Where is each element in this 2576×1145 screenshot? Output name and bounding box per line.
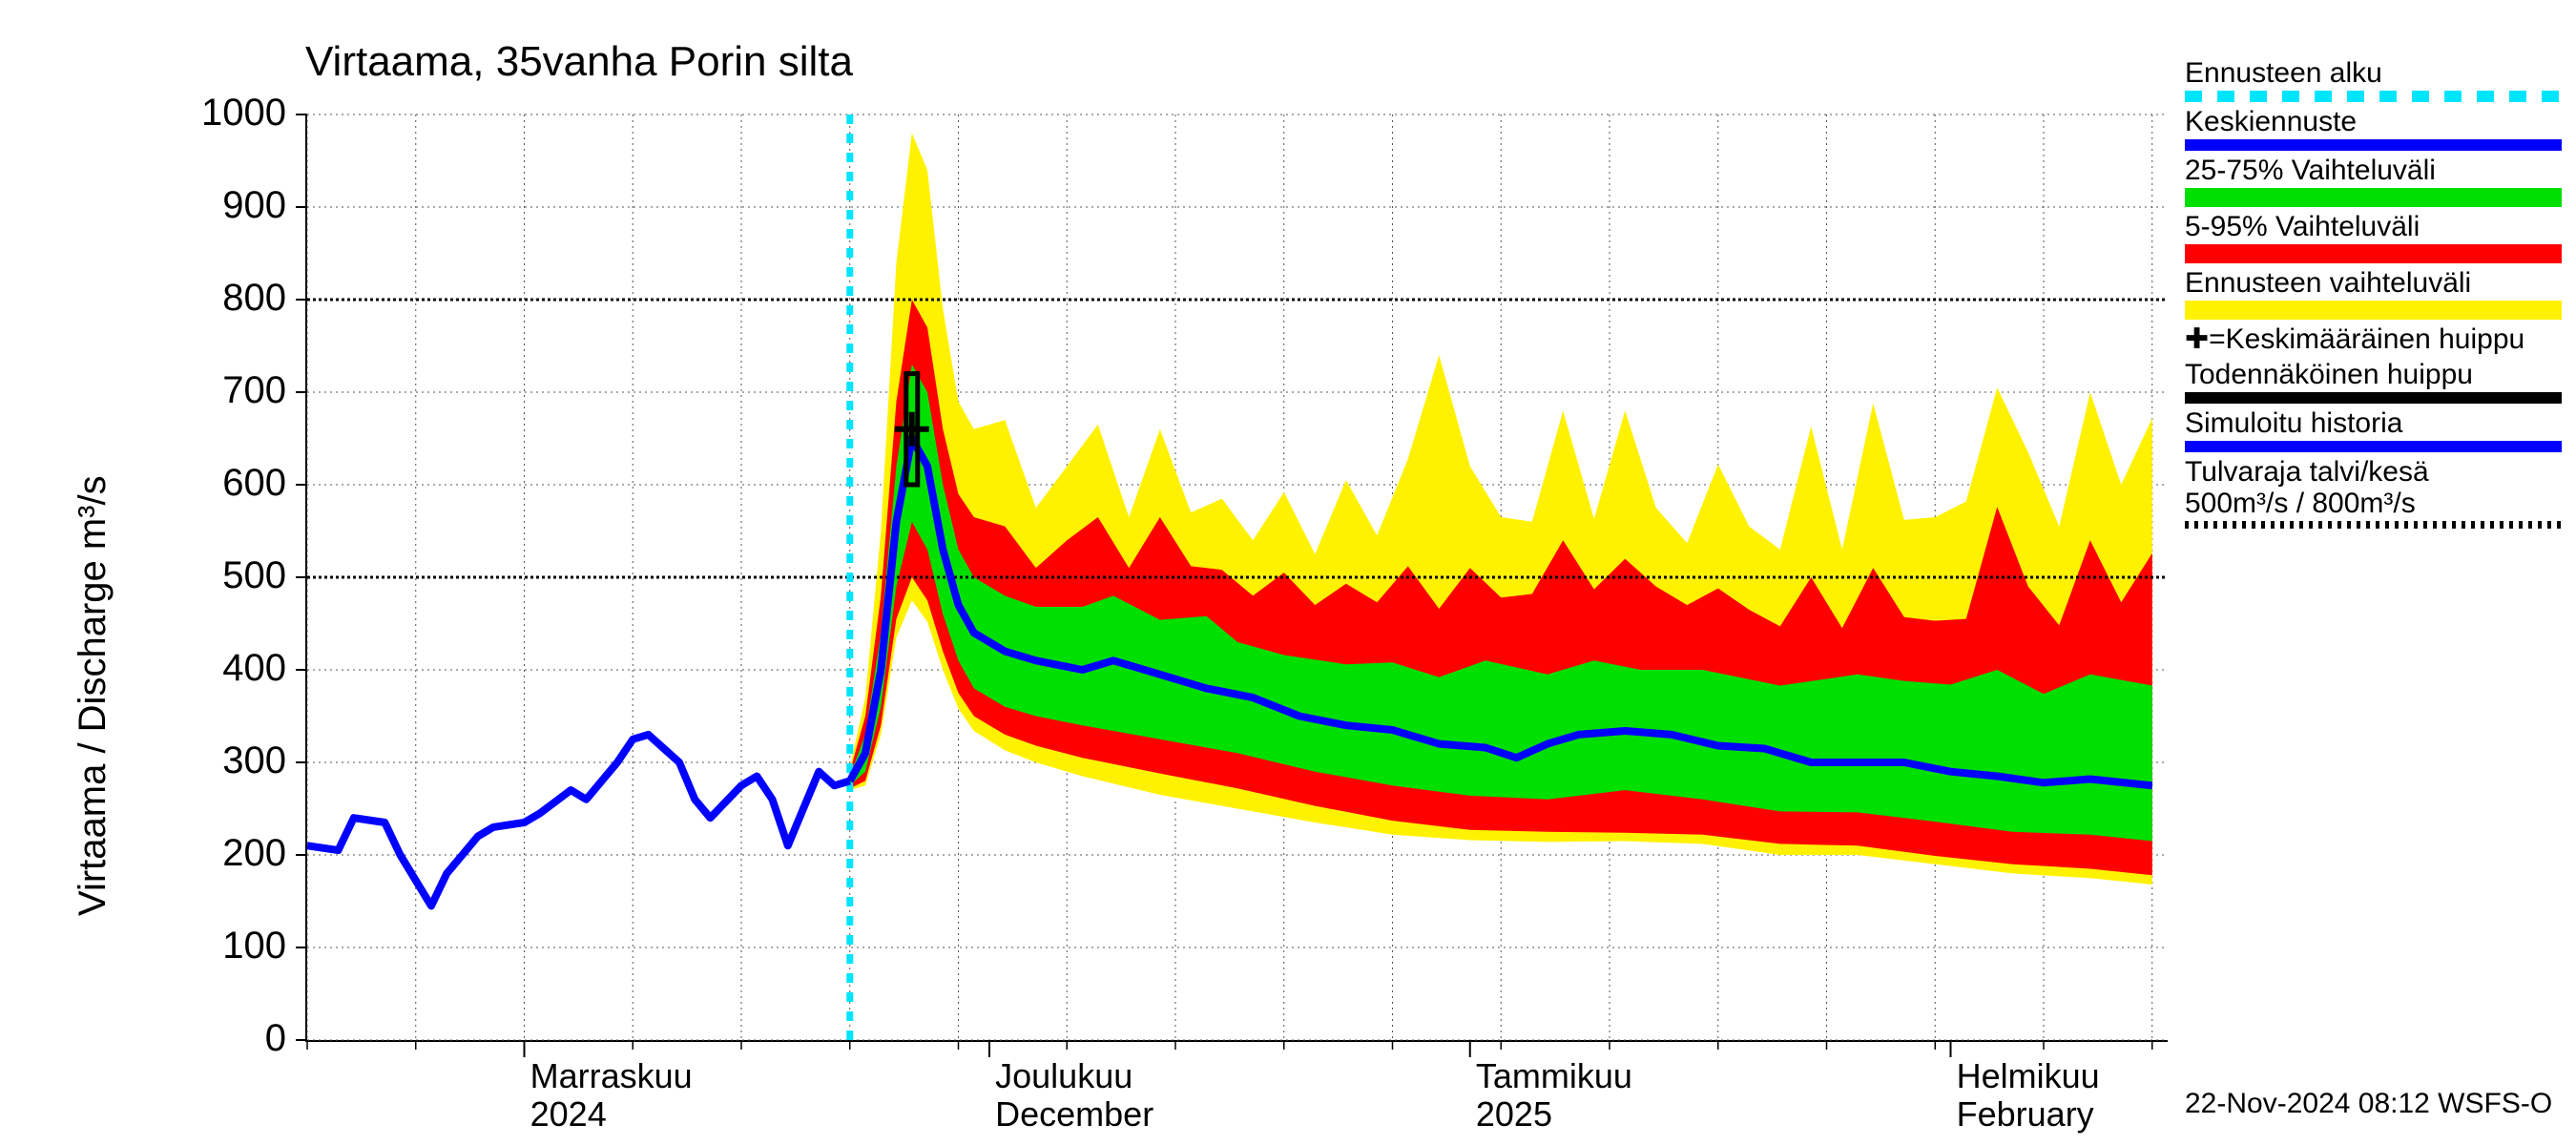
x-month-label: Marraskuu2024	[530, 1057, 693, 1133]
y-tick: 700	[172, 369, 286, 412]
legend-label: Todennäköinen huippu	[2185, 359, 2562, 390]
legend-swatch	[2185, 139, 2562, 151]
x-month-label: HelmikuuFebruary	[1957, 1057, 2100, 1133]
legend-swatch	[2185, 301, 2562, 320]
y-tick: 100	[172, 925, 286, 968]
legend-label: 5-95% Vaihteluväli	[2185, 211, 2562, 242]
plot-area	[305, 114, 2168, 1042]
legend-item: Ennusteen alku	[2185, 57, 2562, 102]
legend-label: 25-75% Vaihteluväli	[2185, 155, 2562, 186]
legend-item: ✚=Keskimääräinen huippu	[2185, 323, 2562, 355]
chart-footer: 22-Nov-2024 08:12 WSFS-O	[2185, 1088, 2552, 1120]
legend-label: Tulvaraja talvi/kesä 500m³/s / 800m³/s	[2185, 456, 2562, 519]
y-axis-label: Virtaama / Discharge m³/s	[72, 475, 114, 916]
chart-container: Virtaama, 35vanha Porin silta Virtaama /…	[0, 0, 2576, 1145]
legend-item: Todennäköinen huippu	[2185, 359, 2562, 404]
legend: Ennusteen alku Keskiennuste 25-75% Vaihtel…	[2185, 57, 2562, 532]
y-tick: 0	[172, 1017, 286, 1060]
legend-swatch	[2185, 441, 2562, 452]
y-tick: 900	[172, 184, 286, 227]
legend-item: 5-95% Vaihteluväli	[2185, 211, 2562, 263]
legend-label: Ennusteen alku	[2185, 57, 2562, 89]
y-tick: 600	[172, 462, 286, 505]
legend-swatch	[2185, 91, 2562, 102]
legend-item: Ennusteen vaihteluväli	[2185, 267, 2562, 320]
legend-item: Keskiennuste	[2185, 106, 2562, 151]
legend-label: Simuloitu historia	[2185, 407, 2562, 439]
y-tick: 400	[172, 647, 286, 690]
legend-label: Keskiennuste	[2185, 106, 2562, 137]
y-tick: 300	[172, 739, 286, 782]
legend-swatch	[2185, 244, 2562, 263]
y-tick: 800	[172, 277, 286, 320]
legend-label: Ennusteen vaihteluväli	[2185, 267, 2562, 299]
legend-item: Tulvaraja talvi/kesä 500m³/s / 800m³/s	[2185, 456, 2562, 529]
y-tick: 200	[172, 832, 286, 875]
y-tick: 500	[172, 554, 286, 597]
y-tick: 1000	[172, 92, 286, 135]
x-month-label: JoulukuuDecember	[995, 1057, 1153, 1133]
legend-item: Simuloitu historia	[2185, 407, 2562, 452]
x-month-label: Tammikuu2025	[1476, 1057, 1632, 1133]
chart-title: Virtaama, 35vanha Porin silta	[305, 38, 853, 86]
legend-label: ✚=Keskimääräinen huippu	[2185, 323, 2562, 355]
legend-swatch	[2185, 521, 2562, 529]
legend-item: 25-75% Vaihteluväli	[2185, 155, 2562, 207]
legend-swatch	[2185, 392, 2562, 404]
legend-swatch	[2185, 188, 2562, 207]
